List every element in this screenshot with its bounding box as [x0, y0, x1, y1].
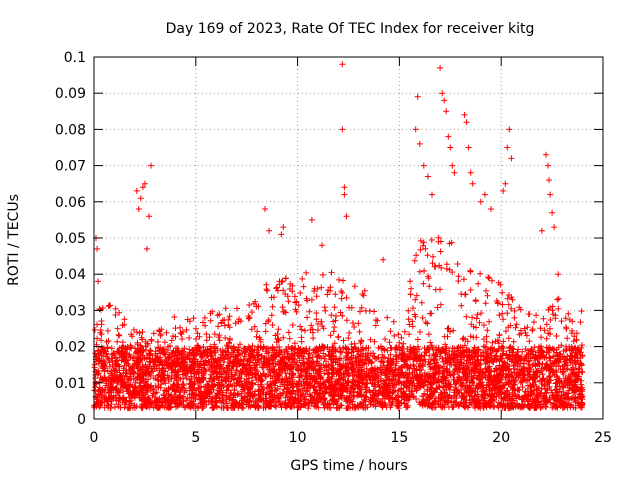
x-tick-label: 20: [492, 430, 510, 446]
x-tick-label: 5: [191, 430, 200, 446]
data-points: [91, 61, 586, 412]
x-tick-label: 0: [90, 430, 99, 446]
y-tick-label: 0.04: [55, 267, 86, 283]
roti-points: [91, 61, 586, 412]
x-tick-label: 10: [289, 430, 307, 446]
y-tick-label: 0.05: [55, 231, 86, 247]
y-tick-label: 0.02: [55, 340, 86, 356]
y-tick-label: 0.03: [55, 303, 86, 319]
x-tick-label: 15: [390, 430, 408, 446]
x-axis-label: GPS time / hours: [290, 458, 407, 474]
axis-ticks: [93, 56, 604, 420]
y-tick-label: 0.08: [55, 122, 86, 138]
y-tick-label: 0: [77, 412, 86, 428]
y-axis-label: ROTI / TECUs: [6, 194, 22, 286]
x-tick-label: 25: [594, 430, 612, 446]
y-tick-label: 0.09: [55, 86, 86, 102]
y-tick-label: 0.01: [55, 376, 86, 392]
tick-labels: 0 0.01 0.02 0.03 0.04 0.05 0.06 0.07 0.08 0.09 0.1…: [55, 50, 612, 446]
chart-title: Day 169 of 2023, Rate Of TEC Index for r…: [166, 21, 535, 37]
y-tick-label: 0.1: [64, 50, 86, 66]
y-tick-label: 0.07: [55, 159, 86, 175]
y-tick-label: 0.06: [55, 195, 86, 211]
